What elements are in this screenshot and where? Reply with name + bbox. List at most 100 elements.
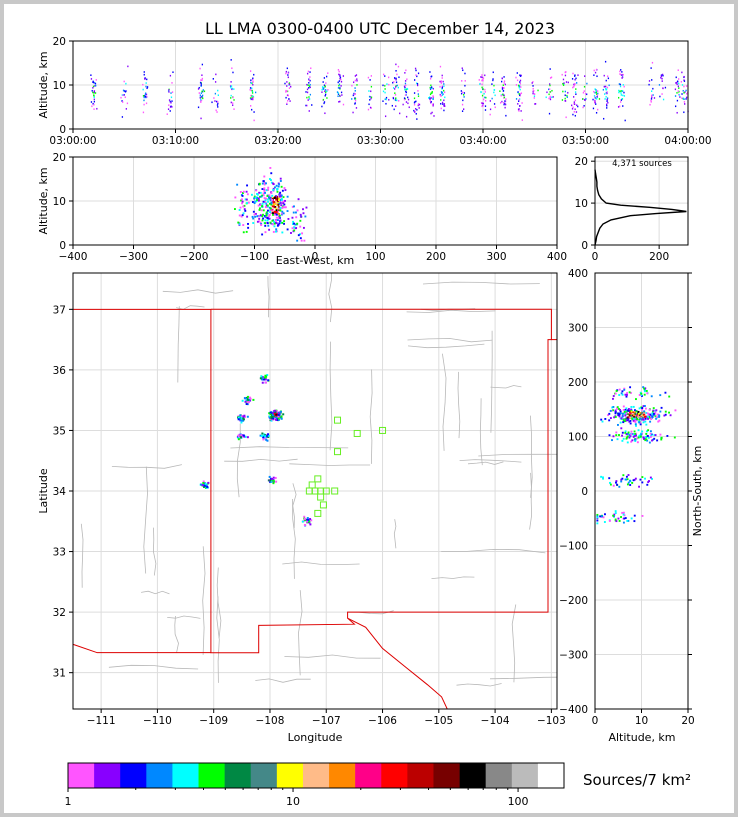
source-mark (308, 98, 311, 100)
source-mark (243, 208, 246, 211)
ns-ytick-label: −300 (559, 650, 588, 662)
source-mark (499, 101, 502, 104)
source-mark (630, 417, 633, 420)
colorbar-cell (146, 763, 173, 788)
source-mark (634, 433, 637, 435)
source-mark (643, 438, 645, 440)
source-mark (268, 206, 271, 209)
source-mark (634, 413, 637, 415)
source-mark (392, 87, 395, 89)
source-mark (652, 94, 654, 96)
source-mark (685, 98, 687, 100)
source-mark (236, 183, 239, 186)
source-mark (518, 94, 521, 96)
source-mark (287, 76, 289, 79)
source-mark (280, 415, 283, 418)
source-mark (647, 436, 650, 439)
source-mark (683, 75, 685, 78)
source-mark (655, 416, 658, 418)
source-mark (592, 98, 594, 101)
source-mark (612, 484, 615, 487)
source-mark (443, 89, 445, 92)
source-mark (658, 414, 661, 417)
source-mark (270, 417, 273, 420)
county-line (202, 546, 206, 655)
source-mark (432, 103, 434, 106)
source-mark (566, 94, 568, 97)
source-mark (327, 88, 329, 91)
source-mark (253, 197, 256, 200)
source-mark (342, 103, 345, 106)
source-mark (594, 91, 596, 94)
histogram-line (594, 169, 687, 246)
source-mark (617, 412, 620, 415)
source-mark (237, 418, 240, 421)
source-mark (614, 416, 617, 418)
source-mark (519, 88, 521, 91)
source-mark (252, 398, 255, 401)
source-mark (634, 423, 637, 426)
source-mark (264, 381, 267, 384)
source-mark (644, 477, 646, 480)
source-mark (622, 105, 624, 107)
source-mark (519, 74, 521, 77)
source-mark (604, 60, 607, 63)
source-mark (269, 415, 272, 418)
lma-station-marker (334, 416, 342, 424)
source-mark (234, 196, 237, 199)
source-mark (533, 90, 535, 92)
source-mark (606, 98, 608, 101)
source-mark (518, 108, 520, 110)
source-mark (291, 227, 294, 230)
source-mark (309, 79, 311, 82)
source-mark (278, 214, 281, 217)
source-mark (267, 433, 270, 436)
source-mark (272, 482, 275, 485)
source-mark (271, 415, 274, 418)
source-mark (639, 413, 641, 416)
source-mark (594, 101, 596, 104)
source-mark (324, 85, 326, 88)
source-mark (269, 196, 272, 199)
map-ylabel: Latitude (37, 468, 50, 514)
source-mark (367, 76, 370, 79)
source-mark (261, 233, 264, 236)
source-mark (417, 95, 420, 98)
source-mark (573, 103, 575, 105)
source-mark (339, 95, 341, 97)
source-mark (431, 92, 433, 94)
source-mark (596, 516, 599, 519)
source-mark (270, 192, 273, 195)
source-mark (272, 213, 274, 216)
source-mark (463, 96, 465, 98)
source-mark (93, 96, 95, 99)
source-mark (274, 202, 277, 205)
time-xtick-label: 03:20:00 (254, 135, 301, 147)
source-mark (643, 389, 646, 392)
source-mark (613, 513, 616, 516)
source-mark (241, 202, 243, 205)
source-mark (295, 211, 297, 214)
source-mark (429, 93, 432, 96)
source-mark (441, 74, 443, 77)
source-mark (275, 480, 278, 483)
source-mark (624, 517, 627, 520)
source-mark (622, 94, 624, 97)
source-mark (250, 89, 252, 92)
source-mark (368, 95, 371, 98)
source-mark (516, 79, 519, 82)
source-mark (440, 91, 443, 93)
source-mark (612, 435, 615, 438)
source-mark (640, 394, 643, 396)
source-mark (441, 77, 443, 79)
source-mark (280, 194, 283, 197)
ns-panel-xlabel: Altitude, km (608, 731, 675, 744)
source-mark (614, 409, 617, 412)
source-mark (622, 421, 625, 424)
source-mark (395, 69, 397, 72)
source-mark (257, 204, 260, 207)
source-mark (256, 196, 259, 199)
source-mark (291, 216, 294, 219)
source-mark (277, 417, 280, 420)
